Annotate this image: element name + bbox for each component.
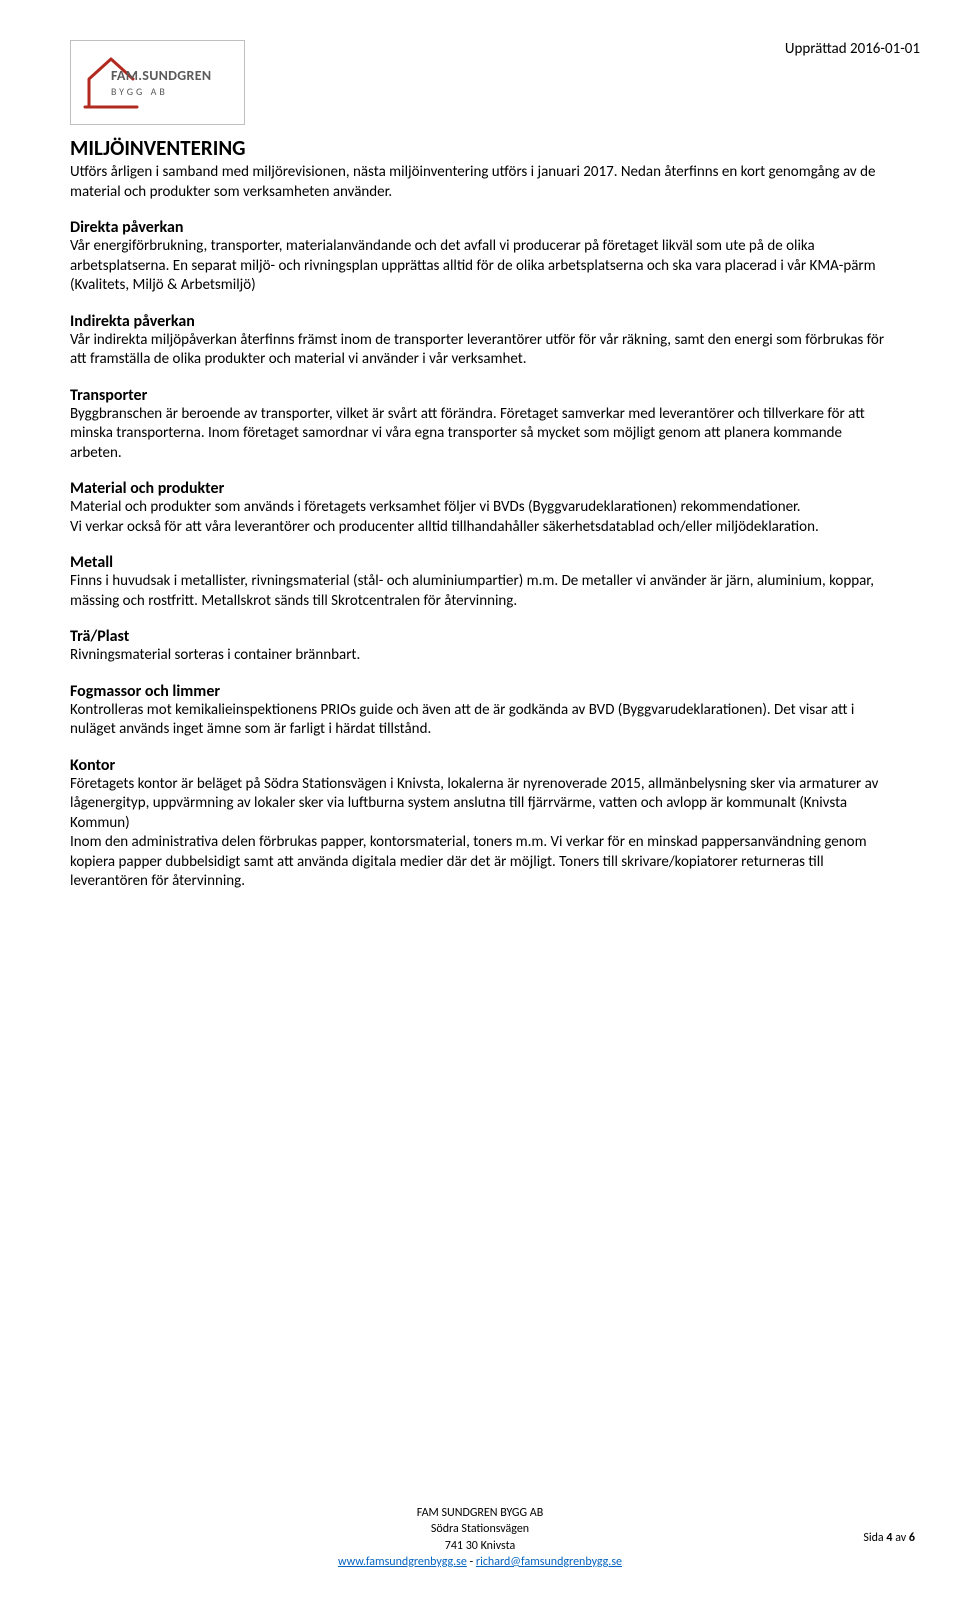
section-body-indirekta: Vår indirekta miljöpåverkan återfinns fr… bbox=[70, 331, 890, 370]
document-date: Upprättad 2016-01-01 bbox=[785, 40, 920, 58]
intro-paragraph: Utförs årligen i samband med miljörevisi… bbox=[70, 163, 890, 202]
section-heading-direkta: Direkta påverkan bbox=[70, 218, 890, 237]
section-heading-transporter: Transporter bbox=[70, 386, 890, 405]
section-body-kontor-1: Företagets kontor är beläget på Södra St… bbox=[70, 775, 890, 834]
document-header: FAM.SUNDGREN BYGG AB Upprättad 2016-01-0… bbox=[70, 40, 890, 125]
company-logo: FAM.SUNDGREN BYGG AB bbox=[70, 40, 245, 125]
section-body-fog: Kontrolleras mot kemikalieinspektionens … bbox=[70, 701, 890, 740]
section-body-material-2: Vi verkar också för att våra leverantöre… bbox=[70, 518, 890, 538]
footer-email-link[interactable]: richard@famsundgrenbygg.se bbox=[476, 1555, 622, 1569]
footer-street: Södra Stationsvägen bbox=[0, 1521, 960, 1537]
section-heading-indirekta: Indirekta påverkan bbox=[70, 312, 890, 331]
footer-postal: 741 30 Knivsta bbox=[0, 1538, 960, 1554]
section-heading-material: Material och produkter bbox=[70, 479, 890, 498]
section-body-kontor-2: Inom den administrativa delen förbrukas … bbox=[70, 833, 890, 892]
section-heading-tra: Trä/Plast bbox=[70, 627, 890, 646]
footer-separator: - bbox=[467, 1555, 476, 1569]
section-heading-metall: Metall bbox=[70, 553, 890, 572]
footer-web-link[interactable]: www.famsundgrenbygg.se bbox=[338, 1555, 467, 1569]
section-body-metall: Finns i huvudsak i metallister, rivnings… bbox=[70, 572, 890, 611]
document-footer: FAM SUNDGREN BYGG AB Södra Stationsvägen… bbox=[0, 1505, 960, 1570]
document-title: MILJÖINVENTERING bbox=[70, 135, 890, 161]
section-body-transporter: Byggbranschen är beroende av transporter… bbox=[70, 405, 890, 464]
footer-company: FAM SUNDGREN BYGG AB bbox=[0, 1505, 960, 1521]
section-body-tra: Rivningsmaterial sorteras i container br… bbox=[70, 646, 890, 666]
section-heading-kontor: Kontor bbox=[70, 756, 890, 775]
section-body-direkta: Vår energiförbrukning, transporter, mate… bbox=[70, 237, 890, 296]
section-body-material-1: Material och produkter som används i för… bbox=[70, 498, 890, 518]
section-heading-fog: Fogmassor och limmer bbox=[70, 682, 890, 701]
logo-text-main: FAM.SUNDGREN bbox=[89, 67, 244, 84]
